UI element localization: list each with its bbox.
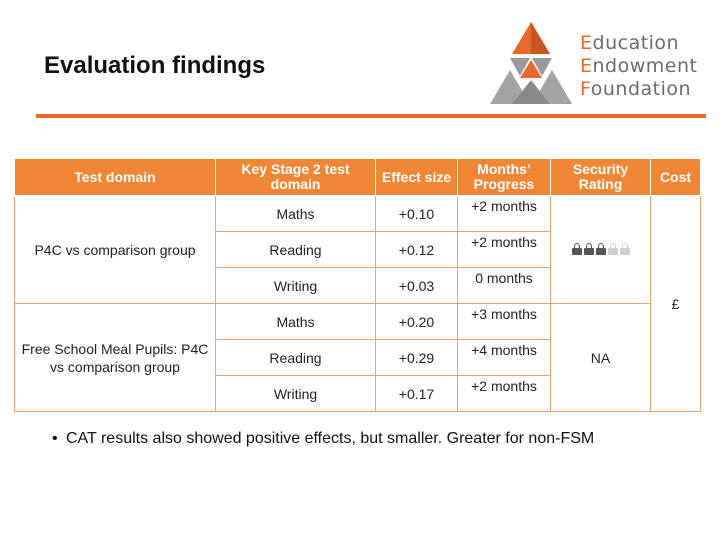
months-cell: +2 months — [457, 375, 551, 412]
results-table: Test domain Key Stage 2 test domain Effe… — [14, 158, 701, 412]
logo-line-endowment: Endowment — [580, 55, 698, 77]
security-rating-fsm: NA — [550, 303, 651, 412]
padlock-icon — [571, 242, 582, 255]
eef-logo: Education Endowment Foundation — [486, 18, 706, 110]
slide-title: Evaluation findings — [44, 52, 266, 79]
effect-cell: +0.20 — [375, 303, 458, 340]
header-cost: Cost — [650, 158, 701, 196]
domain-cell: Maths — [215, 195, 376, 232]
effect-cell: +0.29 — [375, 339, 458, 376]
bullet-text: CAT results also showed positive effects… — [66, 430, 595, 447]
padlock-icon — [583, 242, 594, 255]
header-months-progress: Months’ Progress — [457, 158, 551, 196]
domain-cell: Writing — [215, 375, 376, 412]
domain-cell: Reading — [215, 339, 376, 376]
months-cell: +2 months — [457, 231, 551, 268]
padlock-icon — [595, 242, 606, 255]
logo-line-foundation: Foundation — [580, 78, 692, 100]
months-cell: 0 months — [457, 267, 551, 304]
triangle-logo-icon — [490, 22, 572, 104]
header-effect-size: Effect size — [375, 158, 458, 196]
security-rating-p4c — [550, 195, 651, 304]
title-divider — [36, 114, 706, 118]
padlock-icon — [619, 242, 630, 255]
group-label-p4c: P4C vs comparison group — [14, 195, 216, 304]
table-row: Free School Meal Pupils: P4C vs comparis… — [14, 303, 701, 412]
domain-cell: Maths — [215, 303, 376, 340]
effect-cell: +0.10 — [375, 195, 458, 232]
months-cell: +3 months — [457, 303, 551, 340]
months-cell: +2 months — [457, 195, 551, 232]
months-cell: +4 months — [457, 339, 551, 376]
table-row: Writing +0.17 +2 months — [15, 375, 701, 412]
group-label-fsm: Free School Meal Pupils: P4C vs comparis… — [14, 303, 216, 412]
padlock-icon — [607, 242, 618, 255]
effect-cell: +0.17 — [375, 375, 458, 412]
logo-wordmark: Education Endowment Foundation — [580, 32, 697, 101]
effect-cell: +0.12 — [375, 231, 458, 268]
effect-cell: +0.03 — [375, 267, 458, 304]
header-ks2-domain: Key Stage 2 test domain — [215, 158, 376, 196]
logo-line-education: Education — [580, 32, 680, 54]
padlock-rating — [571, 242, 630, 255]
cost-rating: £ — [650, 195, 701, 412]
bullet-note: • CAT results also showed positive effect… — [52, 430, 594, 448]
table-header-row: Test domain Key Stage 2 test domain Effe… — [14, 158, 701, 196]
domain-cell: Reading — [215, 231, 376, 268]
table-row: P4C vs comparison group Maths +0.10 +2 m… — [14, 195, 701, 412]
header-security-rating: Security Rating — [550, 158, 651, 196]
domain-cell: Writing — [215, 267, 376, 304]
bullet-icon: • — [52, 430, 58, 447]
table-row: Reading +0.29 +4 months — [15, 339, 701, 376]
header-test-domain: Test domain — [14, 158, 216, 196]
